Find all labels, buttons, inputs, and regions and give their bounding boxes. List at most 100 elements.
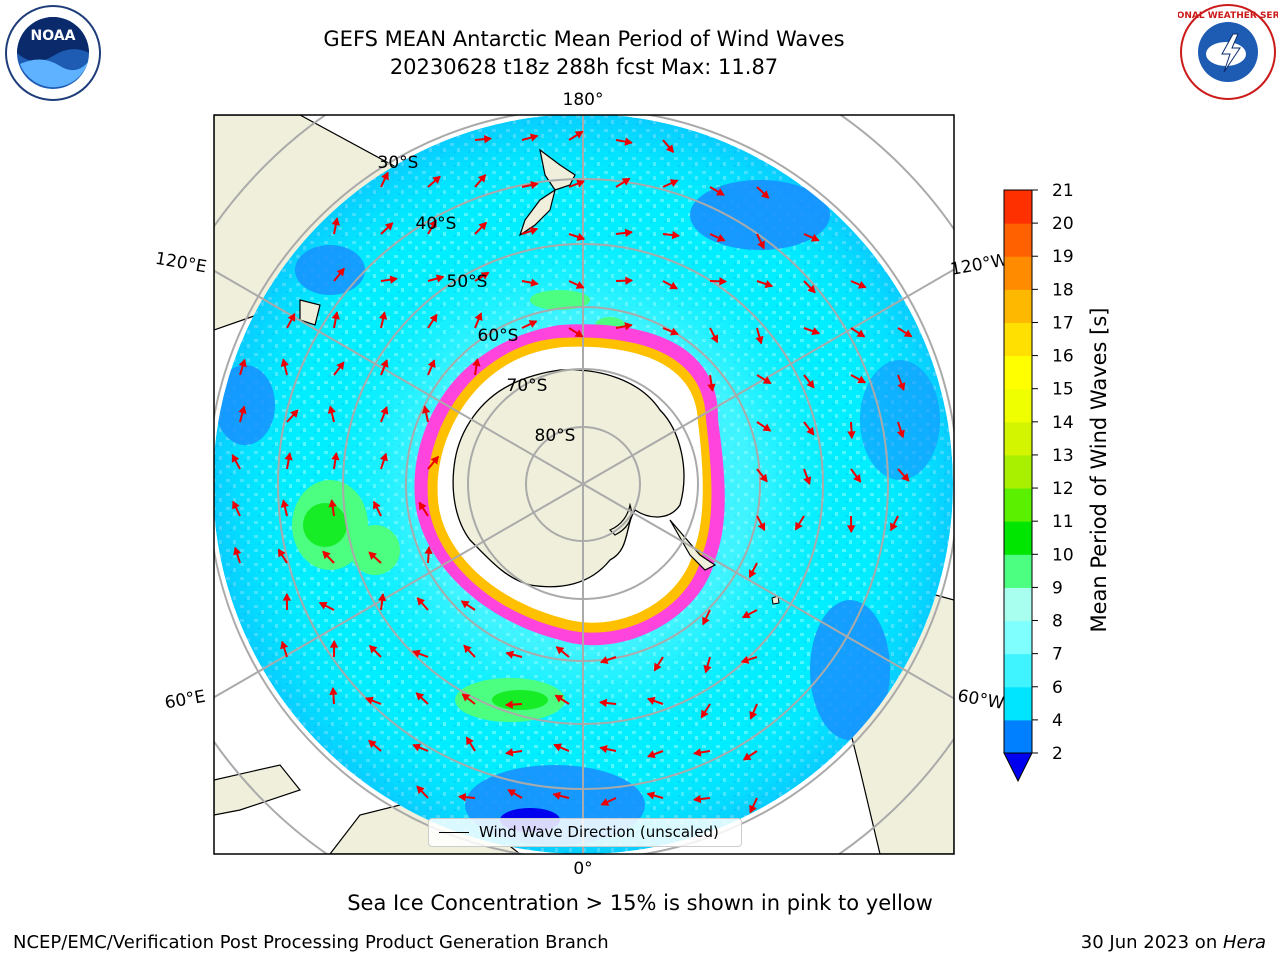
wave-arrow-head — [811, 327, 821, 336]
colorbar-swatch — [1004, 322, 1032, 357]
wave-arrow-head — [553, 743, 563, 752]
colorbar-label: Mean Period of Wind Waves [s] — [1087, 308, 1111, 633]
colorbar-tick-label: 9 — [1052, 578, 1063, 598]
wave-arrow-head — [429, 313, 438, 323]
wave-arrow-head — [749, 804, 757, 814]
colorbar-tick-label: 2 — [1052, 744, 1063, 764]
wave-arrow-head — [715, 188, 725, 196]
lon-label-180: 180° — [563, 90, 604, 110]
noaa-logo: NOAA — [5, 5, 101, 101]
wave-arrow-head — [795, 521, 803, 531]
colorbar-swatch — [1004, 521, 1032, 555]
wave-arrow-head — [327, 405, 336, 414]
lat-label-30s: 30°S — [378, 153, 419, 173]
wave-arrow-head — [759, 473, 768, 483]
wave-arrow-head — [693, 794, 702, 804]
wave-arrow-head — [380, 359, 389, 368]
wave-arrow-head — [466, 736, 474, 746]
legend-line-swatch — [439, 832, 469, 834]
wave-arrow-head — [478, 221, 487, 231]
colorbar-swatch — [1004, 190, 1032, 224]
legend-label: Wind Wave Direction (unscaled) — [479, 823, 719, 841]
colorbar-swatch — [1004, 256, 1032, 290]
wave-arrow-head — [373, 500, 381, 510]
wave-arrow-head — [458, 793, 467, 802]
colorbar-tick-label: 12 — [1052, 479, 1074, 499]
wave-arrow-head — [277, 548, 286, 558]
wave-arrow-head — [377, 593, 387, 602]
lon-label-120w: 120°W — [949, 250, 1010, 280]
wave-arrow-head — [415, 692, 425, 701]
wave-arrow-head — [380, 406, 389, 415]
wave-arrow-head — [336, 267, 345, 277]
wave-arrow-head — [233, 546, 242, 556]
antarctica-land — [452, 369, 685, 588]
colorbar-tick-label: 7 — [1052, 645, 1063, 665]
graticule — [214, 115, 954, 854]
wave-arrow-head — [424, 545, 433, 554]
wave-arrow-head — [741, 610, 751, 619]
colorbar: 2 4 6 7 8 9 10 11 12 13 14 15 16 17 18 19 20 21 — [1003, 181, 1074, 783]
wave-arrow-head — [555, 646, 565, 655]
map-content — [214, 115, 954, 854]
wave-arrow-head — [412, 743, 421, 752]
wave-arrow-head — [624, 137, 633, 146]
wave-arrow-head — [331, 452, 340, 461]
colorbar-swatch — [1004, 554, 1032, 588]
wave-arrow-head — [432, 175, 441, 185]
map-title: GEFS MEAN Antarctic Mean Period of Wind … — [323, 27, 845, 51]
wave-arrow-head — [700, 709, 709, 719]
wave-arrow-head — [381, 171, 389, 181]
wave-arrow-head — [646, 696, 656, 705]
nws-logo-text: NATIONAL WEATHER SERVICE — [1178, 11, 1278, 21]
wave-arrow-head — [764, 280, 774, 289]
lat-label-60s: 60°S — [478, 326, 519, 346]
wave-arrow-head — [365, 696, 374, 705]
colorbar-tick-label: 8 — [1052, 612, 1063, 632]
wave-arrow-head — [378, 311, 388, 320]
wave-arrow-head — [231, 453, 240, 463]
wave-arrow-head — [331, 217, 340, 226]
colorbar-under-extension — [1003, 752, 1033, 783]
wave-arrow-head — [762, 423, 772, 432]
colorbar-tick-label: 15 — [1052, 380, 1074, 400]
wave-arrow-head — [421, 405, 431, 414]
wave-arrow-head — [693, 748, 702, 757]
wave-arrow-head — [671, 230, 680, 240]
wave-arrow-head — [857, 280, 867, 289]
colorbar-tick-label: 19 — [1052, 247, 1074, 267]
wave-arrow-head — [575, 281, 585, 289]
wave-arrow-head — [505, 650, 514, 659]
colorbar-swatch — [1004, 653, 1032, 688]
lat-label-80s: 80°S — [535, 426, 576, 446]
map-legend: Wind Wave Direction (unscaled) — [428, 818, 742, 847]
wave-arrow-head — [461, 693, 471, 702]
wave-arrow-head — [707, 383, 716, 392]
wave-arrow-head — [806, 379, 815, 389]
wave-arrow-head — [624, 322, 633, 331]
wave-arrow-head — [552, 791, 561, 800]
wave-arrow-head — [427, 359, 436, 369]
wave-arrow-head — [621, 178, 631, 186]
wave-arrow-head — [574, 329, 584, 338]
wave-arrow-head — [665, 144, 675, 153]
wave-arrow-head — [329, 686, 338, 695]
colorbar-swatch — [1004, 454, 1032, 489]
map-subtitle: 20230628 t18z 288h fcst Max: 11.87 — [389, 55, 779, 79]
lat-label-50s: 50°S — [447, 272, 488, 292]
wave-arrow-head — [329, 639, 339, 648]
wave-arrow-head — [599, 744, 608, 754]
new-zealand-south — [518, 188, 556, 237]
wave-arrow-head — [742, 752, 752, 761]
wave-arrow-head — [599, 698, 608, 708]
lon-label-60w: 60°W — [956, 686, 1006, 714]
wave-arrow-head — [669, 179, 679, 187]
wave-arrow-head — [280, 358, 289, 367]
wave-arrow-head — [507, 789, 517, 797]
wave-arrow-head — [416, 785, 425, 795]
wave-arrow-head — [474, 312, 483, 321]
colorbar-tick-label: 16 — [1052, 347, 1074, 367]
wave-arrow-head — [368, 551, 377, 560]
wave-arrow-head — [856, 329, 866, 338]
